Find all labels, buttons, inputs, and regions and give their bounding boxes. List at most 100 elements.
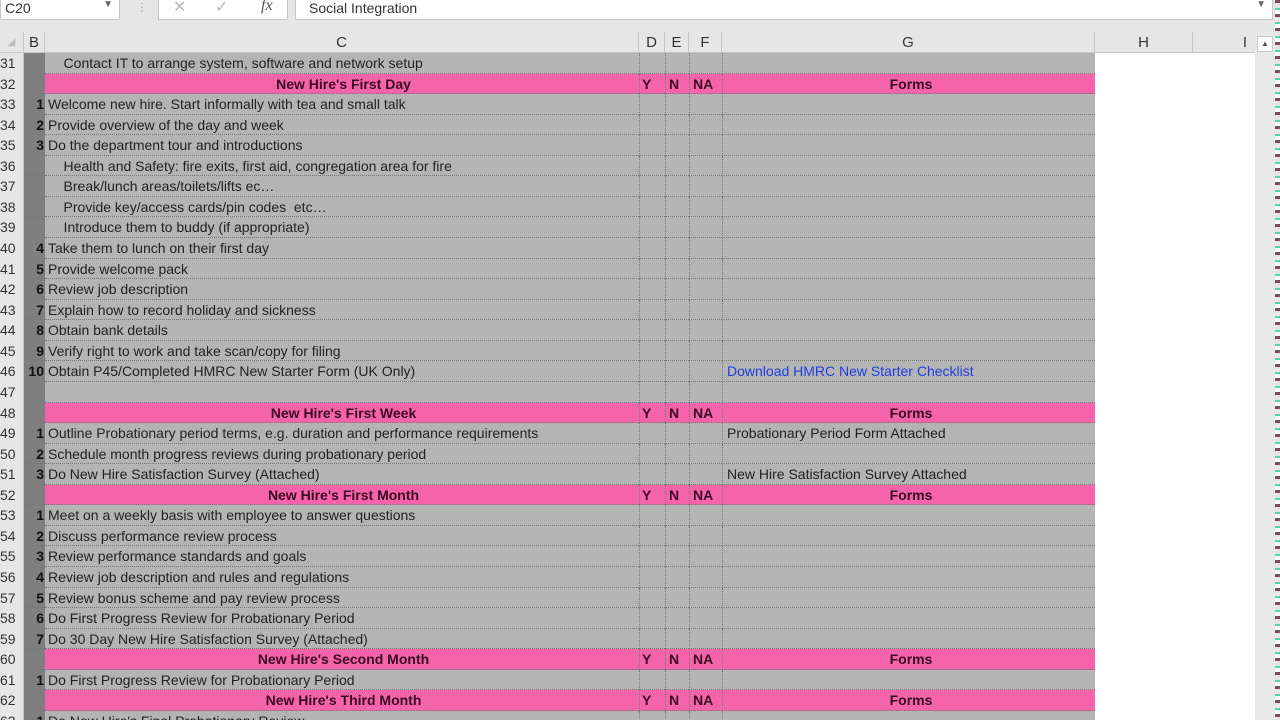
no-cell[interactable] (665, 567, 689, 588)
row-number[interactable]: 37 (0, 176, 24, 197)
yes-cell[interactable] (639, 53, 665, 74)
no-cell[interactable] (665, 258, 689, 280)
item-number-cell[interactable]: 8 (24, 320, 45, 341)
forms-cell[interactable]: Forms (722, 402, 1095, 424)
na-cell[interactable] (689, 53, 722, 74)
na-cell[interactable] (689, 176, 722, 197)
forms-cell[interactable] (722, 217, 1095, 239)
task-cell[interactable]: Provide welcome pack (45, 258, 639, 280)
item-number-cell[interactable]: 2 (24, 114, 45, 136)
no-cell[interactable] (665, 114, 689, 136)
no-cell[interactable] (665, 443, 689, 465)
row-number[interactable]: 51 (0, 464, 24, 485)
na-cell[interactable] (689, 525, 722, 547)
yes-cell[interactable] (639, 628, 665, 650)
item-number-cell[interactable] (24, 155, 45, 177)
forms-cell[interactable] (722, 155, 1095, 177)
item-number-cell[interactable] (24, 217, 45, 239)
forms-cell[interactable] (722, 53, 1095, 74)
name-box[interactable]: C20 ▼ (0, 0, 120, 20)
yes-cell[interactable]: Y (639, 484, 665, 506)
no-cell[interactable] (665, 525, 689, 547)
scroll-up-icon[interactable]: ▲ (1257, 36, 1273, 52)
column-header-i[interactable]: I (1242, 34, 1247, 51)
forms-cell[interactable] (722, 546, 1095, 567)
na-cell[interactable] (689, 628, 722, 650)
row-number[interactable]: 31 (0, 53, 24, 74)
item-number-cell[interactable]: 6 (24, 279, 45, 300)
no-cell[interactable] (665, 94, 689, 115)
yes-cell[interactable] (639, 567, 665, 588)
yes-cell[interactable] (639, 443, 665, 465)
item-number-cell[interactable]: 3 (24, 135, 45, 156)
forms-cell[interactable]: Forms (722, 73, 1095, 95)
forms-cell[interactable] (722, 258, 1095, 280)
item-number-cell[interactable] (24, 484, 45, 506)
forms-cell[interactable] (722, 340, 1095, 362)
yes-cell[interactable] (639, 258, 665, 280)
item-number-cell[interactable]: 4 (24, 567, 45, 588)
na-cell[interactable]: NA (689, 690, 722, 711)
item-number-cell[interactable]: 10 (24, 361, 45, 382)
yes-cell[interactable] (639, 608, 665, 629)
no-cell[interactable] (665, 505, 689, 526)
na-cell[interactable] (689, 546, 722, 567)
task-cell[interactable]: Do First Progress Review for Probationar… (45, 608, 639, 629)
no-cell[interactable] (665, 710, 689, 720)
no-cell[interactable] (665, 423, 689, 444)
item-number-cell[interactable]: 7 (24, 628, 45, 650)
row-number[interactable]: 57 (0, 587, 24, 609)
task-cell[interactable]: Do 30 Day New Hire Satisfaction Survey (… (45, 628, 639, 650)
no-cell[interactable] (665, 608, 689, 629)
yes-cell[interactable] (639, 546, 665, 567)
na-cell[interactable] (689, 320, 722, 341)
row-number[interactable]: 59 (0, 628, 24, 650)
task-cell[interactable]: New Hire's First Week (45, 402, 639, 424)
yes-cell[interactable] (639, 525, 665, 547)
task-cell[interactable]: New Hire's Third Month (45, 690, 639, 711)
row-number[interactable]: 63 (0, 710, 24, 720)
forms-cell[interactable]: Probationary Period Form Attached (722, 423, 1095, 444)
no-cell[interactable] (665, 135, 689, 156)
yes-cell[interactable] (639, 361, 665, 382)
task-cell[interactable]: Do New Hire's Final Probationary Review (45, 710, 639, 720)
row-number[interactable]: 44 (0, 320, 24, 341)
no-cell[interactable]: N (665, 484, 689, 506)
row-number[interactable]: 40 (0, 238, 24, 259)
yes-cell[interactable] (639, 340, 665, 362)
na-cell[interactable] (689, 155, 722, 177)
yes-cell[interactable] (639, 423, 665, 444)
yes-cell[interactable]: Y (639, 649, 665, 670)
task-cell[interactable]: Introduce them to buddy (if appropriate) (45, 217, 639, 239)
row-number[interactable]: 47 (0, 381, 24, 403)
forms-cell[interactable] (722, 567, 1095, 588)
na-cell[interactable] (689, 443, 722, 465)
no-cell[interactable] (665, 196, 689, 218)
na-cell[interactable] (689, 340, 722, 362)
yes-cell[interactable] (639, 299, 665, 321)
forms-cell[interactable] (722, 443, 1095, 465)
item-number-cell[interactable] (24, 196, 45, 218)
no-cell[interactable] (665, 628, 689, 650)
enter-check-icon[interactable]: ✓ (215, 0, 229, 16)
item-number-cell[interactable] (24, 176, 45, 197)
yes-cell[interactable] (639, 114, 665, 136)
item-number-cell[interactable] (24, 649, 45, 670)
row-number[interactable]: 55 (0, 546, 24, 567)
no-cell[interactable] (665, 155, 689, 177)
row-number[interactable]: 39 (0, 217, 24, 239)
forms-cell[interactable]: Forms (722, 690, 1095, 711)
yes-cell[interactable] (639, 217, 665, 239)
task-cell[interactable]: Review job description and rules and reg… (45, 567, 639, 588)
yes-cell[interactable] (639, 155, 665, 177)
yes-cell[interactable] (639, 94, 665, 115)
na-cell[interactable] (689, 217, 722, 239)
forms-cell[interactable] (722, 135, 1095, 156)
item-number-cell[interactable]: 1 (24, 710, 45, 720)
formula-input[interactable]: Social Integration ▼ (295, 0, 1273, 20)
row-number[interactable]: 49 (0, 423, 24, 444)
forms-cell[interactable] (722, 525, 1095, 547)
task-cell[interactable]: Outline Probationary period terms, e.g. … (45, 423, 639, 444)
forms-cell[interactable] (722, 587, 1095, 609)
task-cell[interactable] (45, 381, 639, 403)
